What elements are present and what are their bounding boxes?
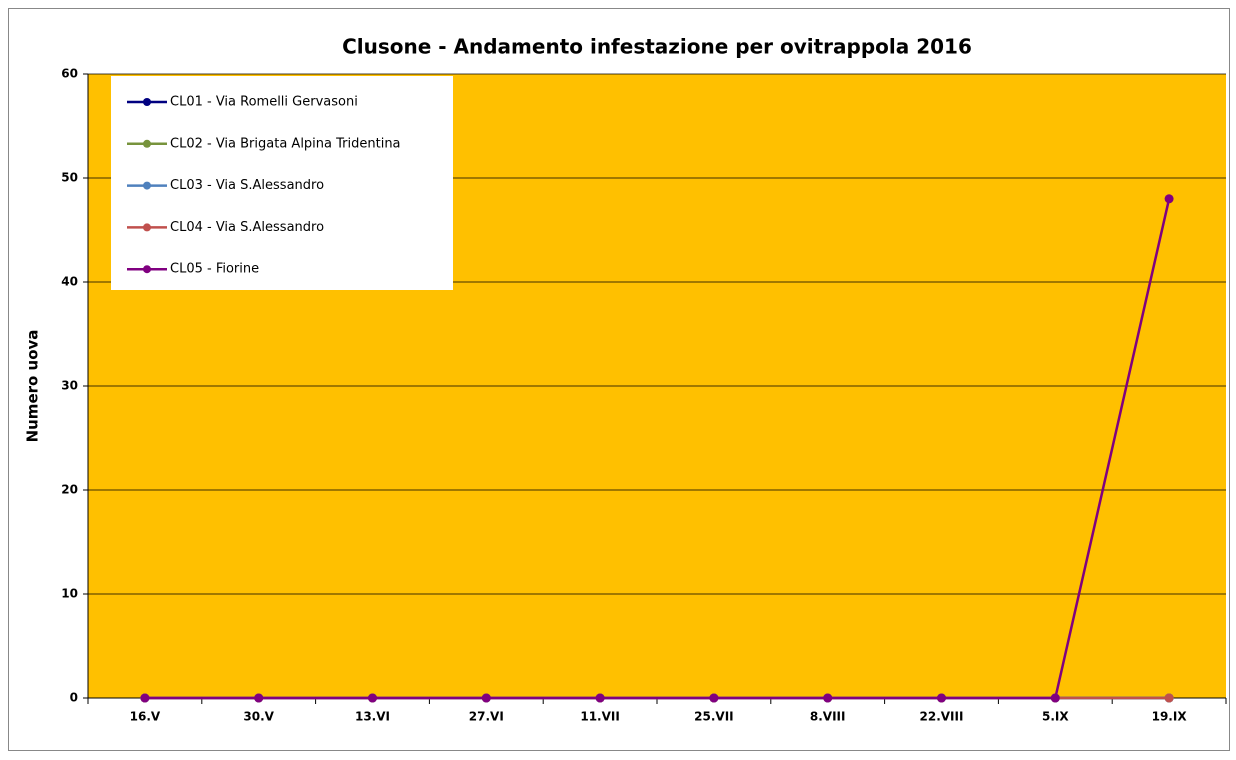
x-tick-label: 25.VII [694,710,733,724]
x-tick-label: 13.VI [355,710,390,724]
y-tick-label: 30 [61,379,78,393]
data-point [481,693,491,703]
data-point [937,693,946,703]
data-point [1164,194,1174,204]
y-tick-label: 40 [61,275,78,289]
x-tick-label: 16.V [130,710,161,724]
y-tick-label: 60 [61,67,78,81]
y-tick-label: 10 [61,587,78,601]
data-point [823,693,833,703]
y-axis-label: Numero uova [24,330,42,443]
legend-box [111,76,453,290]
legend-label: CL02 - Via Brigata Alpina Tridentina [170,136,401,151]
legend-marker [143,265,151,274]
legend-label: CL03 - Via S.Alessandro [170,178,324,193]
legend-label: CL05 - Fiorine [170,262,259,277]
legend-label: CL01 - Via Romelli Gervasoni [170,95,358,110]
x-tick-label: 8.VIII [810,710,846,724]
legend-marker [143,181,151,190]
data-point [254,693,264,703]
x-tick-label: 22.VIII [920,710,964,724]
legend-marker [143,139,151,148]
x-tick-label: 5.IX [1042,710,1069,724]
legend-marker [143,98,151,106]
data-point [368,693,377,703]
data-point [595,693,605,703]
legend-marker [143,223,151,232]
y-tick-label: 0 [70,691,78,705]
y-tick-label: 50 [61,171,78,185]
x-tick-label: 19.IX [1152,710,1188,724]
legend-label: CL04 - Via S.Alessandro [170,220,324,235]
x-tick-label: 30.V [243,710,274,724]
data-point [1164,693,1174,703]
data-point [1050,693,1060,703]
y-tick-label: 20 [61,483,78,497]
x-tick-label: 27.VI [469,710,504,724]
chart-title: Clusone - Andamento infestazione per ovi… [342,35,972,59]
series-line [144,198,1171,700]
data-point [709,693,719,703]
data-point [140,693,150,703]
x-tick-label: 11.VII [580,710,619,724]
